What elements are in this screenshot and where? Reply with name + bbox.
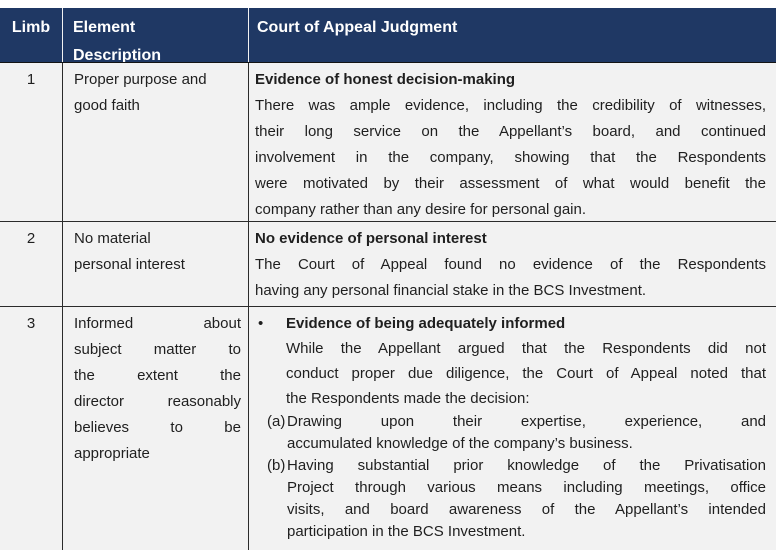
header-cell-court-of-appeal-judgment: Court of Appeal Judgment	[248, 8, 776, 62]
judgment-cell: Evidence of honest decision-making There…	[248, 63, 776, 221]
table-row-limb-3: 3 Informed about subject matter to the ext…	[0, 307, 776, 550]
sub-item-label: (a)	[267, 413, 286, 430]
bullet-list-item: • Evidence of being adequately informed …	[255, 311, 766, 411]
table-row-limb-2: 2 No material personal interest No eviden…	[0, 222, 776, 307]
judgment-body: There was ample evidence, including the …	[255, 97, 766, 218]
judgment-heading: No evidence of personal interest	[255, 230, 487, 247]
table-row-limb-1: 1 Proper purpose and good faith Evidence …	[0, 63, 776, 222]
element-description-cell: Proper purpose and good faith	[62, 63, 248, 221]
sub-item-a: (a) Drawing upon their expertise, experi…	[267, 411, 766, 455]
element-description-cell: No material personal interest	[62, 222, 248, 306]
header-cell-limb: Limb	[0, 8, 62, 62]
limb-number: 2	[26, 230, 36, 247]
sub-item-b: (b) Having substantial prior knowledge o…	[267, 455, 766, 543]
sub-item-label: (b)	[267, 457, 286, 474]
sub-item-text: Drawing upon their expertise, experience…	[287, 413, 766, 452]
sub-item-text: Having substantial prior knowledge of th…	[287, 457, 766, 540]
judgment-body: The Court of Appeal found no evidence of…	[255, 256, 766, 299]
table-header-row: Limb Element Description Court of Appeal …	[0, 8, 776, 63]
limb-number: 3	[26, 315, 36, 332]
element-description-cell: Informed about subject matter to the exten…	[62, 307, 248, 550]
bullet-icon: •	[258, 315, 264, 332]
header-cell-element-description: Element Description	[62, 8, 248, 62]
judgment-cell: No evidence of personal interest The Cou…	[248, 222, 776, 306]
header-judgment-label: Court of Appeal Judgment	[257, 19, 458, 36]
judgment-heading: Evidence of honest decision-making	[255, 71, 516, 88]
header-limb-label: Limb	[11, 19, 51, 36]
judgment-cell: • Evidence of being adequately informed …	[248, 307, 776, 550]
judgment-body: While the Appellant argued that the Resp…	[286, 340, 766, 407]
limb-number: 1	[26, 71, 36, 88]
judgment-heading: Evidence of being adequately informed	[286, 315, 566, 332]
judgment-table: Limb Element Description Court of Appeal …	[0, 8, 776, 550]
bullet-content: Evidence of being adequately informed Wh…	[286, 311, 766, 411]
